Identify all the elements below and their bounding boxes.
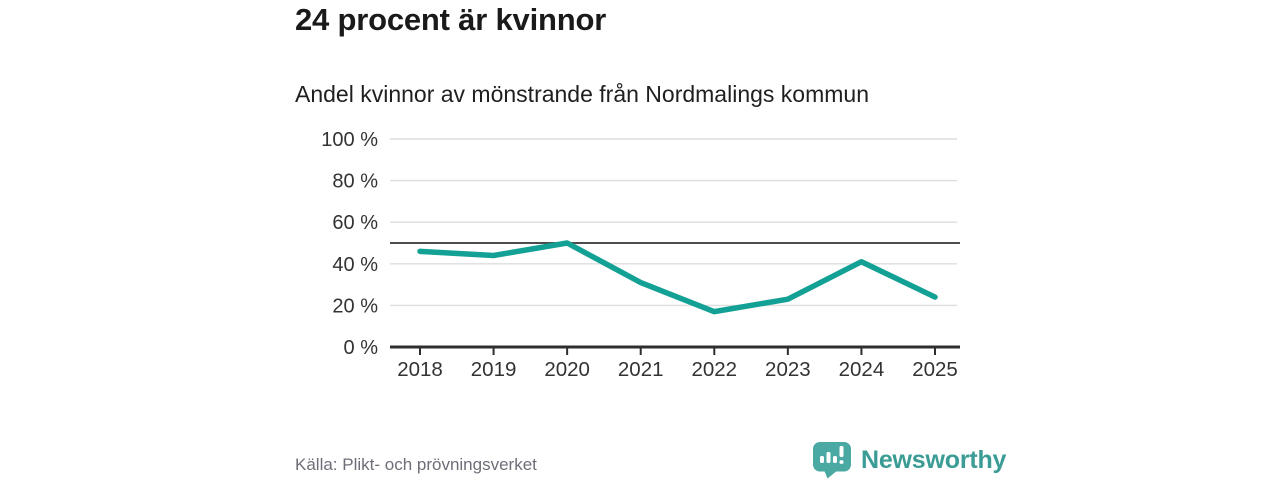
- series-line: [417, 240, 938, 315]
- x-axis-label: 2023: [765, 358, 811, 381]
- source-note: Källa: Plikt- och prövningsverket: [295, 455, 537, 474]
- newsworthy-logo-icon: [813, 442, 851, 479]
- x-axis-label: 2022: [691, 358, 737, 381]
- line-chart-svg: 0 % 20 % 40 % 60 % 80 % 100 % 2018 2019 2020 2021…: [321, 129, 960, 381]
- newsworthy-logo: Newsworthy: [812, 441, 1006, 479]
- y-axis-label: 0 %: [344, 337, 379, 359]
- y-axis-label: 100 %: [321, 129, 378, 151]
- x-axis-label: 2020: [544, 358, 590, 381]
- y-axis-label: 60 %: [332, 212, 378, 234]
- x-axis-label: 2021: [618, 358, 664, 381]
- x-axis-label: 2019: [471, 358, 517, 381]
- page-title: 24 procent är kvinnor: [295, 2, 607, 37]
- x-axis-label: 2025: [912, 358, 958, 381]
- line-chart: 0 % 20 % 40 % 60 % 80 % 100 % 2018 2019 2020 2021…: [285, 120, 985, 390]
- y-axis-label: 20 %: [332, 295, 378, 317]
- newsworthy-logo-text: Newsworthy: [861, 445, 1007, 474]
- x-axis-label: 2018: [397, 358, 443, 381]
- x-axis-label: 2024: [839, 358, 885, 381]
- chart-subtitle: Andel kvinnor av mönstrande från Nordmal…: [295, 81, 869, 107]
- y-axis-label: 40 %: [332, 254, 378, 276]
- y-axis-label: 80 %: [332, 171, 378, 193]
